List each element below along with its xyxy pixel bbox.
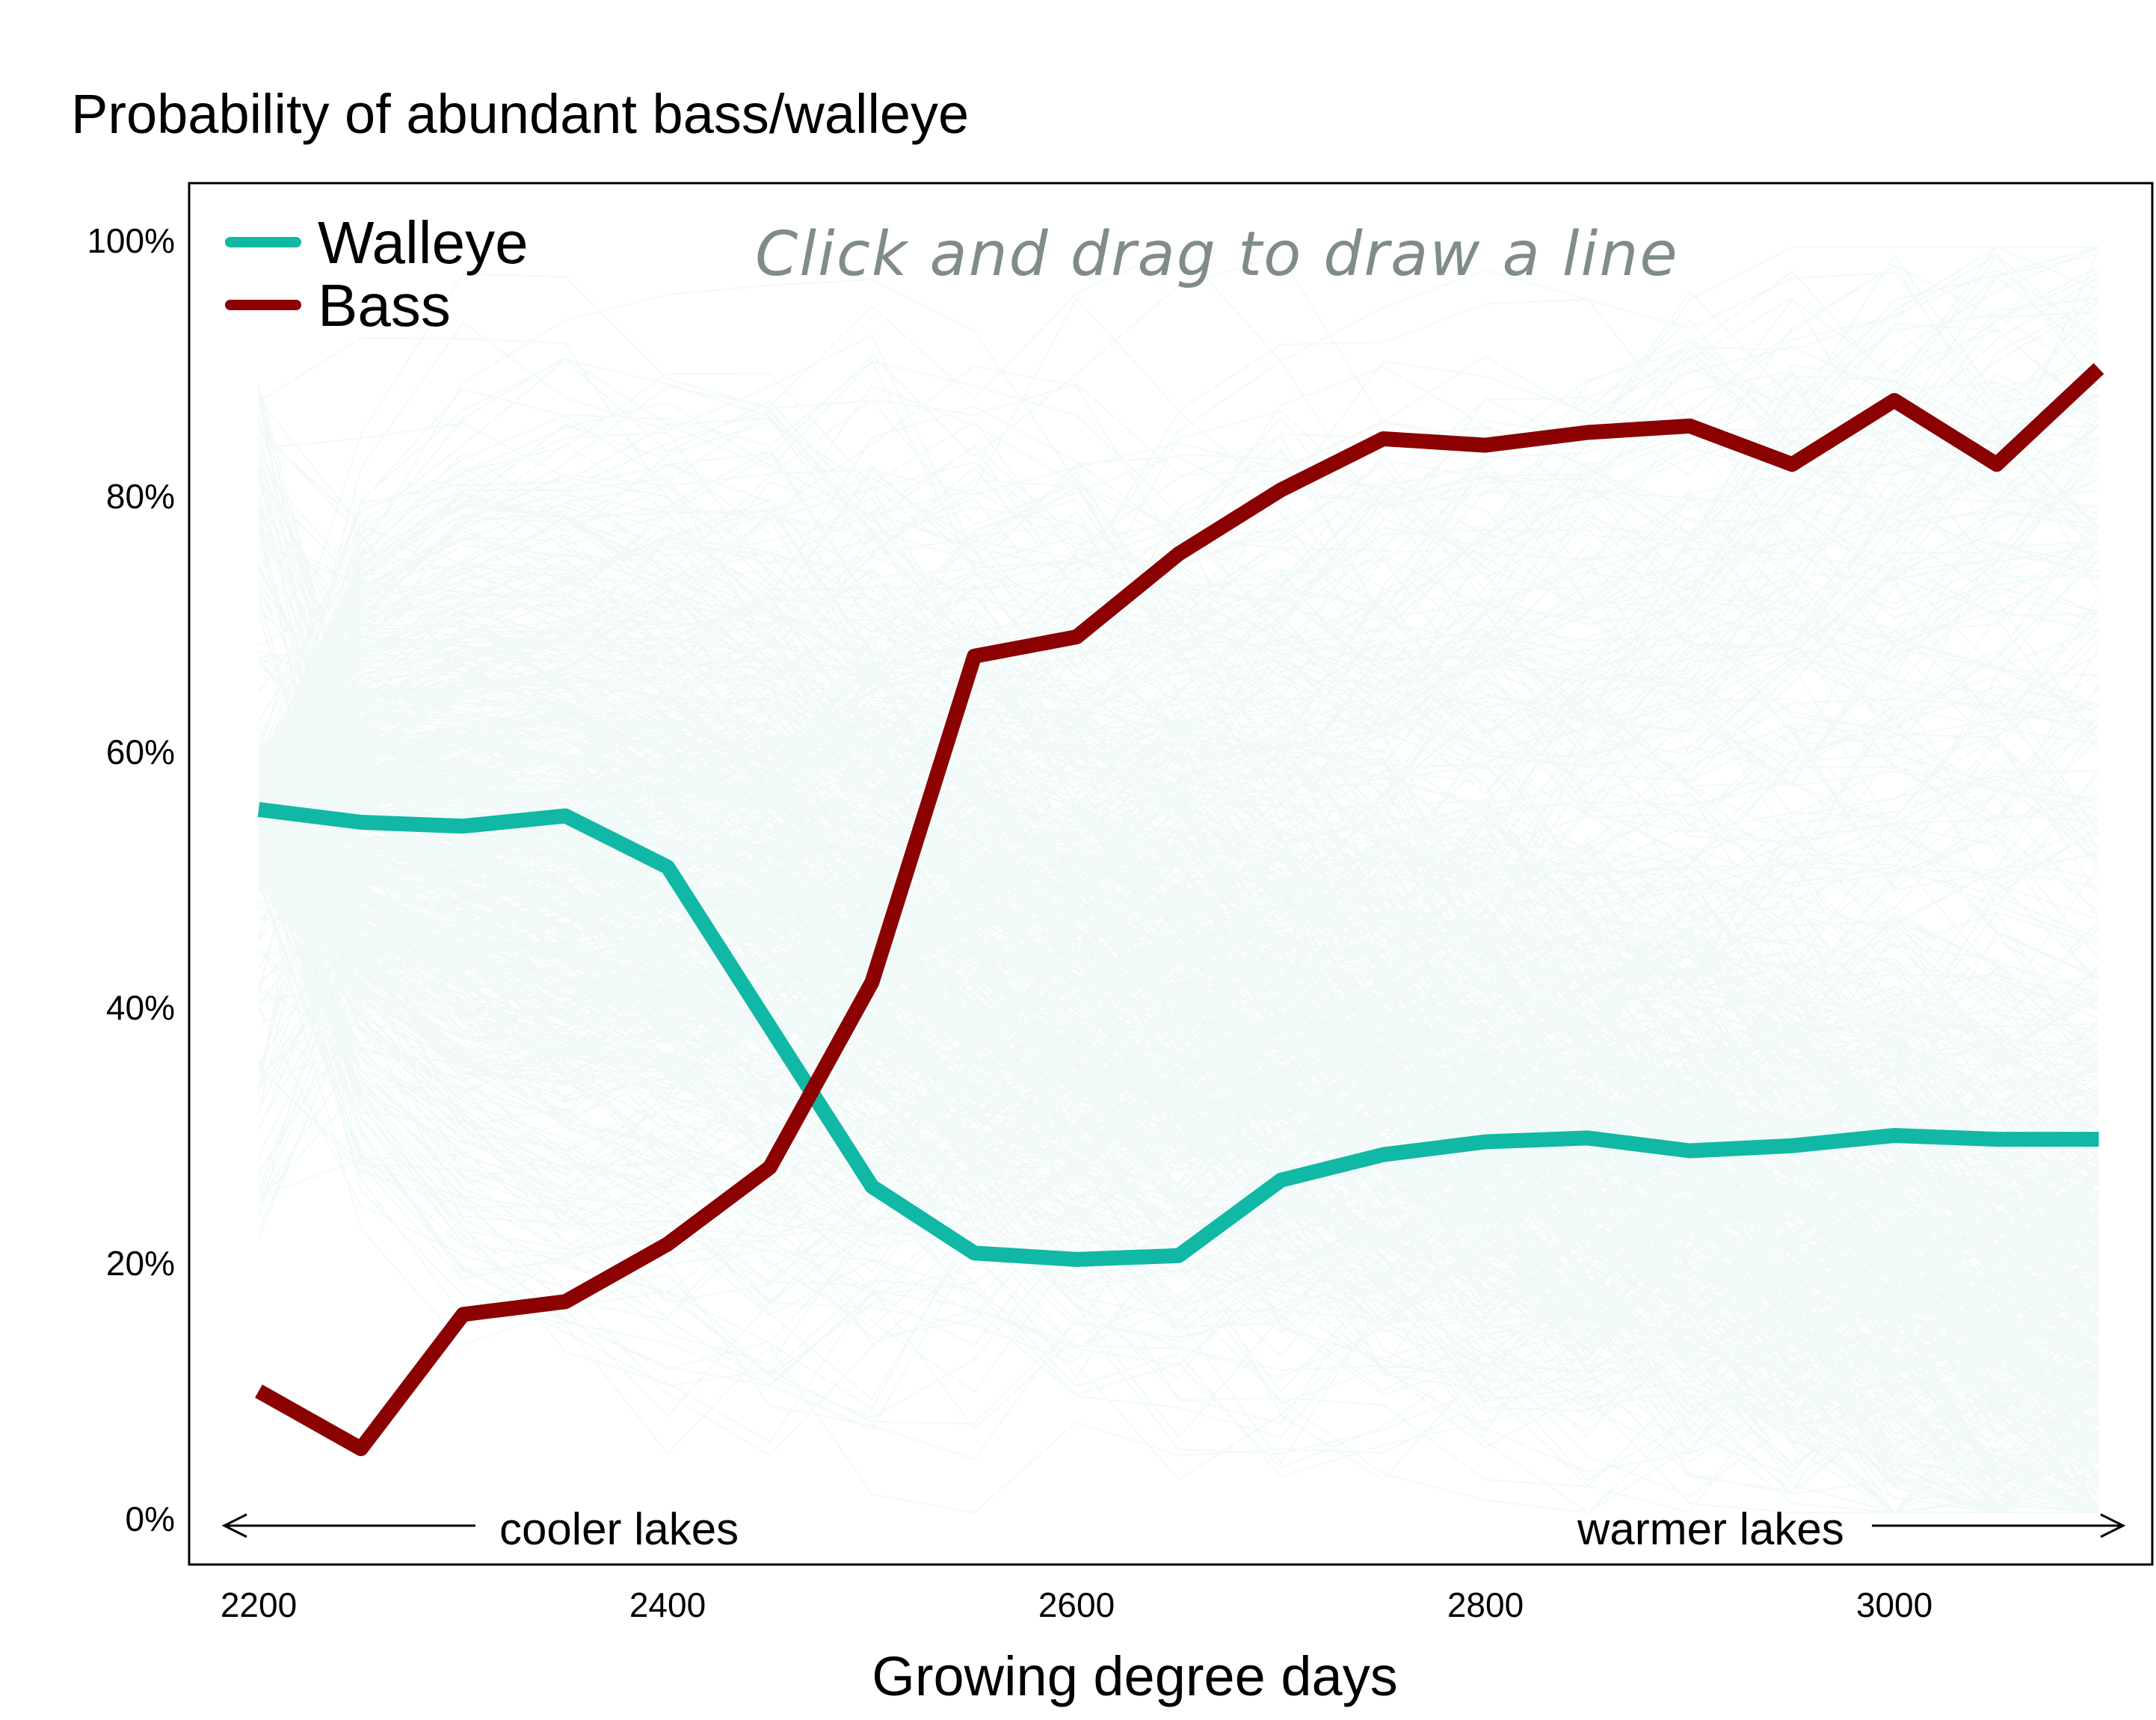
plot-frame (188, 182, 2154, 1566)
cooler-arrow-head (221, 1513, 247, 1538)
y-tick-label: 20% (106, 1244, 175, 1283)
x-tick-label: 2200 (221, 1585, 297, 1624)
cooler-lakes-label: cooler lakes (499, 1504, 739, 1554)
y-tick-label: 80% (106, 477, 175, 516)
legend: Walleye Bass (225, 209, 529, 339)
warmer-lakes-label: warmer lakes (1577, 1504, 1844, 1554)
x-tick-label: 2600 (1038, 1585, 1115, 1624)
series-line-bass[interactable] (255, 363, 2104, 1456)
annotation-layer: cooler lakes warmer lakes (221, 1504, 2126, 1554)
x-tick-label: 3000 (1856, 1585, 1932, 1624)
legend-label-bass: Bass (318, 272, 451, 339)
chart-title: Probability of abundant bass/walleye (71, 83, 969, 145)
series-layer (255, 363, 2104, 1456)
draw-line-hint: Click and drag to draw a line (755, 219, 1679, 290)
legend-label-walleye: Walleye (318, 209, 529, 276)
y-tick-label: 40% (106, 988, 175, 1027)
y-tick-label: 0% (126, 1499, 175, 1538)
tick-layer: 2200 2400 2600 2800 3000 0% 20% 40% 60% 80% 100% (87, 221, 1932, 1624)
x-tick-label: 2800 (1447, 1585, 1524, 1624)
y-tick-label: 100% (87, 221, 175, 260)
x-tick-label: 2400 (629, 1585, 706, 1624)
y-tick-label: 60% (106, 733, 175, 771)
x-axis-title: Growing degree days (872, 1645, 1397, 1707)
series-line-walleye[interactable] (257, 801, 2099, 1267)
warmer-arrow-head (2100, 1513, 2126, 1538)
